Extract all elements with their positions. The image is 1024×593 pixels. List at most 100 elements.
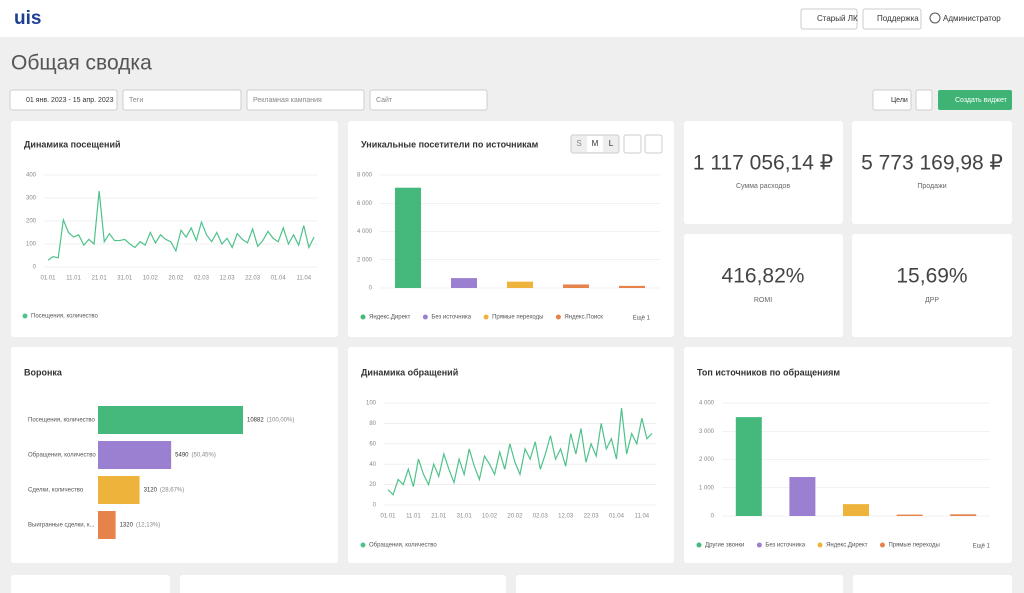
edit-button[interactable] [624, 135, 641, 153]
legend-swatch [423, 315, 428, 320]
kpi-value: 416,82% [722, 265, 805, 288]
funnel-label: Выигранные сделки, к... [28, 523, 95, 529]
x-tick-label: 31.01 [457, 514, 473, 520]
user-menu[interactable]: Администратор [943, 14, 1001, 23]
legend-swatch [23, 314, 28, 319]
logo[interactable]: uis [14, 8, 41, 29]
legend-label: Без источника [765, 543, 805, 549]
legend-label: Обращения, количество [369, 543, 437, 549]
funnel-bar [98, 476, 140, 504]
x-tick-label: 01.04 [609, 514, 625, 520]
kpi-value: 15,69% [896, 265, 967, 288]
legend-label: Другие звонки [705, 543, 744, 549]
button-label[interactable]: Поддержка [877, 14, 919, 23]
y-tick-label: 4 000 [357, 229, 373, 235]
x-tick-label: 22.03 [245, 276, 261, 282]
bar [789, 477, 815, 516]
legend-swatch [880, 543, 885, 548]
select-label[interactable]: Теги [129, 97, 143, 104]
kpi-label: Сумма расходов [736, 183, 790, 190]
x-tick-label: 22.03 [584, 514, 600, 520]
cards [11, 121, 1012, 593]
funnel-bar [98, 511, 116, 539]
card [684, 347, 1012, 563]
legend-label: Прямые переходы [888, 543, 939, 549]
card [11, 121, 338, 337]
y-tick-label: 2 000 [357, 257, 373, 263]
bar [451, 278, 477, 288]
x-tick-label: 20.02 [507, 514, 523, 520]
legend-swatch [361, 543, 366, 548]
funnel-label: Обращения, количество [28, 453, 96, 459]
legend-swatch [818, 543, 823, 548]
legend-label: Яндекс.Директ [826, 543, 868, 549]
x-tick-label: 11.04 [635, 514, 650, 520]
legend-more: Ещё 1 [973, 544, 991, 550]
date-range[interactable]: 01 янв. 2023 - 15 апр. 2023 [26, 97, 114, 104]
y-tick-label: 4 000 [699, 401, 715, 407]
kpi-label: ДРР [925, 297, 939, 304]
kpi-value: 5 773 169,98 ₽ [861, 152, 1003, 175]
x-tick-label: 20.02 [168, 276, 184, 282]
y-tick-label: 6 000 [357, 201, 373, 207]
funnel-percent: (12,13%) [136, 523, 160, 529]
size-button[interactable]: S [576, 139, 581, 148]
y-tick-label: 8 000 [357, 173, 373, 179]
funnel-value: 1320 [120, 523, 134, 529]
x-tick-label: 11.01 [66, 276, 81, 282]
y-tick-label: 200 [26, 219, 37, 225]
kpi-value: 1 117 056,14 ₽ [693, 152, 833, 175]
bar [843, 504, 869, 516]
y-tick-label: 400 [26, 173, 37, 179]
legend-label: Посещения, количество [31, 314, 99, 320]
x-tick-label: 01.01 [40, 276, 56, 282]
y-tick-label: 100 [366, 401, 377, 407]
bar [619, 286, 645, 288]
funnel-percent: (50,45%) [192, 453, 216, 459]
y-tick-label: 80 [369, 421, 376, 427]
bar [950, 514, 976, 516]
legend-more: Ещё 1 [633, 316, 651, 322]
y-tick-label: 3 000 [699, 429, 715, 435]
button-label[interactable]: Цели [891, 97, 908, 104]
y-tick-label: 20 [369, 482, 376, 488]
y-tick-label: 60 [369, 441, 376, 447]
legend-swatch [361, 315, 366, 320]
x-tick-label: 11.01 [406, 514, 421, 520]
bar [395, 188, 421, 288]
legend-label: Без источника [431, 315, 471, 321]
x-tick-label: 21.01 [92, 276, 108, 282]
legend-label: Яндекс.Поиск [564, 315, 603, 321]
funnel-value: 3120 [144, 488, 158, 494]
y-tick-label: 40 [369, 462, 376, 468]
y-tick-label: 300 [26, 196, 37, 202]
legend-label: Прямые переходы [492, 315, 543, 321]
x-tick-label: 12.03 [558, 514, 574, 520]
size-button[interactable]: M [592, 139, 599, 148]
legend-swatch [556, 315, 561, 320]
funnel-bar [98, 406, 243, 434]
funnel-value: 5490 [175, 453, 189, 459]
bar [897, 515, 923, 516]
card [516, 575, 843, 593]
y-tick-label: 100 [26, 242, 37, 248]
funnel-value: 10882 [247, 418, 264, 424]
bar [507, 282, 533, 288]
bar [563, 284, 589, 288]
delete-button[interactable] [645, 135, 662, 153]
chart-title: Динамика посещений [24, 139, 121, 149]
more-button[interactable] [916, 90, 932, 110]
size-button[interactable]: L [609, 139, 614, 148]
card [853, 575, 1012, 593]
button-label[interactable]: Старый ЛК [817, 14, 858, 23]
legend-swatch [757, 543, 762, 548]
select-label[interactable]: Рекламная кампания [253, 97, 322, 104]
kpi-label: ROMI [754, 297, 772, 304]
chart-title: Динамика обращений [361, 367, 458, 377]
select-label[interactable]: Сайт [376, 96, 393, 104]
button-label[interactable]: Создать виджет [955, 97, 1008, 104]
kpi-label: Продажи [917, 183, 946, 190]
x-tick-label: 01.01 [380, 514, 396, 520]
x-tick-label: 21.01 [431, 514, 447, 520]
